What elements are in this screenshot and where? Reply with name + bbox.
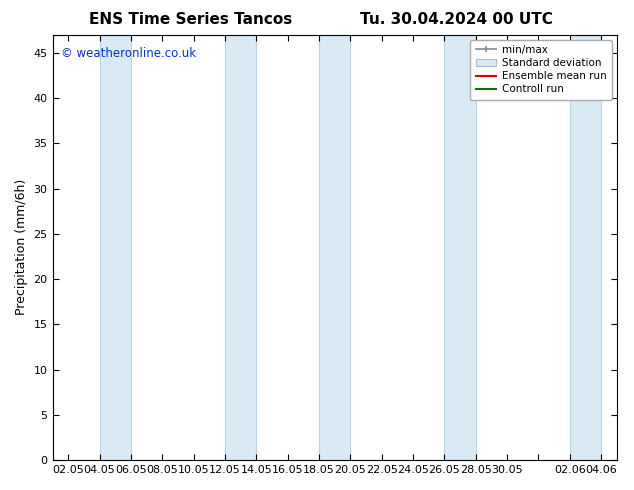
Legend: min/max, Standard deviation, Ensemble mean run, Controll run: min/max, Standard deviation, Ensemble me… xyxy=(470,40,612,99)
Bar xyxy=(570,35,601,460)
Text: Tu. 30.04.2024 00 UTC: Tu. 30.04.2024 00 UTC xyxy=(360,12,553,27)
Bar xyxy=(225,35,256,460)
Bar xyxy=(319,35,351,460)
Bar xyxy=(444,35,476,460)
Bar xyxy=(100,35,131,460)
Text: ENS Time Series Tancos: ENS Time Series Tancos xyxy=(89,12,292,27)
Text: © weatheronline.co.uk: © weatheronline.co.uk xyxy=(61,48,196,60)
Y-axis label: Precipitation (mm/6h): Precipitation (mm/6h) xyxy=(15,179,28,316)
